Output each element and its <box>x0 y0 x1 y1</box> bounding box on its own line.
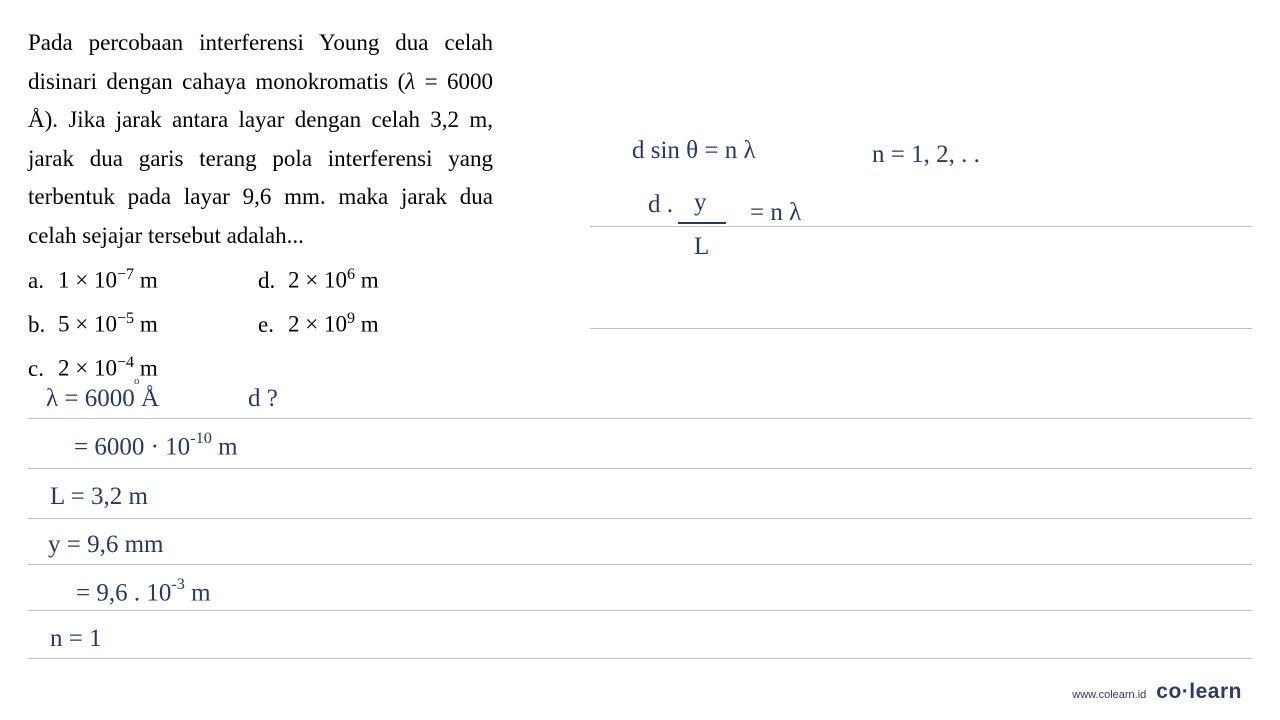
rule-line <box>28 610 1252 611</box>
rule-line <box>28 564 1252 565</box>
hw-eq1: d sin θ = n λ <box>632 138 756 163</box>
hw-l2: = 6000 · 10-10 m <box>74 432 238 459</box>
hw-eq2a: d . <box>648 192 673 217</box>
hw-n: n = 1 <box>50 626 102 651</box>
option: d.2 × 106 m <box>258 256 488 300</box>
fraction-bar <box>678 222 726 224</box>
problem-text: Pada percobaan interferensi Young dua ce… <box>28 24 493 255</box>
hw-y2: = 9,6 . 10-3 m <box>76 578 211 605</box>
rule-line <box>28 418 1252 419</box>
answer-options: a.1 × 10−7 mb.5 × 10−5 mc.2 × 10−4 m d.2… <box>28 256 488 388</box>
rule-line <box>28 518 1252 519</box>
options-col-1: a.1 × 10−7 mb.5 × 10−5 mc.2 × 10−4 m <box>28 256 258 388</box>
hw-lambda: λ = 6000 Åo <box>46 386 159 411</box>
rule-line <box>28 468 1252 469</box>
hw-nvals: n = 1, 2, . . <box>872 142 980 167</box>
option: a.1 × 10−7 m <box>28 256 258 300</box>
footer-logo: co·learn <box>1156 680 1242 704</box>
rule-line <box>28 658 1252 659</box>
page: Pada percobaan interferensi Young dua ce… <box>0 0 1280 720</box>
logo-pre: co <box>1156 680 1182 703</box>
rule-line <box>590 328 1252 329</box>
hw-y: y = 9,6 mm <box>48 532 164 557</box>
hw-dq: d ? <box>248 386 278 411</box>
option: b.5 × 10−5 m <box>28 300 258 344</box>
hw-eq2y: y <box>694 190 707 215</box>
option: e.2 × 109 m <box>258 300 488 344</box>
hw-eq2L: L <box>694 234 709 259</box>
footer-url: www.colearn.id <box>1072 689 1146 701</box>
options-col-2: d.2 × 106 me.2 × 109 m <box>258 256 488 388</box>
hw-eq2b: = n λ <box>750 200 801 225</box>
hw-L: L = 3,2 m <box>50 484 148 509</box>
logo-post: learn <box>1189 680 1242 703</box>
footer: www.colearn.id co·learn <box>1072 680 1242 704</box>
option: c.2 × 10−4 m <box>28 344 258 388</box>
rule-line <box>590 226 1252 227</box>
